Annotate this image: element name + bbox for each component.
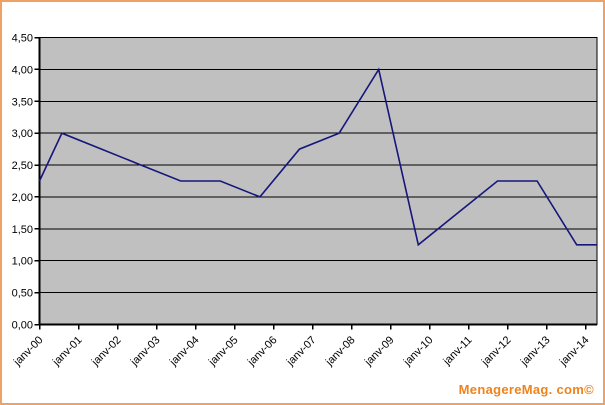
y-tick-label: 1,00 [12,256,33,268]
y-tick-label: 4,50 [12,33,33,45]
watermark: MenagereMag. com© [458,382,594,397]
x-tick-label: janv-10 [401,334,436,369]
x-tick-label: janv-03 [128,334,163,369]
x-tick-label: janv-13 [518,334,553,369]
x-tick-label: janv-04 [167,334,202,369]
x-tick-label: janv-00 [11,334,46,369]
y-tick-label: 0,00 [12,320,33,332]
x-tick-label: janv-08 [323,334,358,369]
x-tick-label: janv-05 [206,334,241,369]
x-tick-label: janv-14 [557,334,592,369]
x-tick-label: janv-02 [89,334,124,369]
y-tick-label: 2,00 [12,192,33,204]
series-line [38,67,597,247]
x-tick-label: janv-07 [284,334,319,369]
x-tick-label: janv-12 [479,334,514,369]
y-tick-label: 3,50 [12,96,33,108]
x-tick-label: janv-09 [362,334,397,369]
x-tick-label: janv-06 [245,334,280,369]
y-tick-label: 2,50 [12,160,33,172]
x-tick-label: janv-11 [440,334,474,368]
y-tick-label: 3,00 [12,128,33,140]
y-tick-label: 4,00 [12,64,33,76]
y-tick-label: 0,50 [12,288,33,300]
y-tick-label: 1,50 [12,224,33,236]
x-tick-label: janv-01 [50,334,85,369]
